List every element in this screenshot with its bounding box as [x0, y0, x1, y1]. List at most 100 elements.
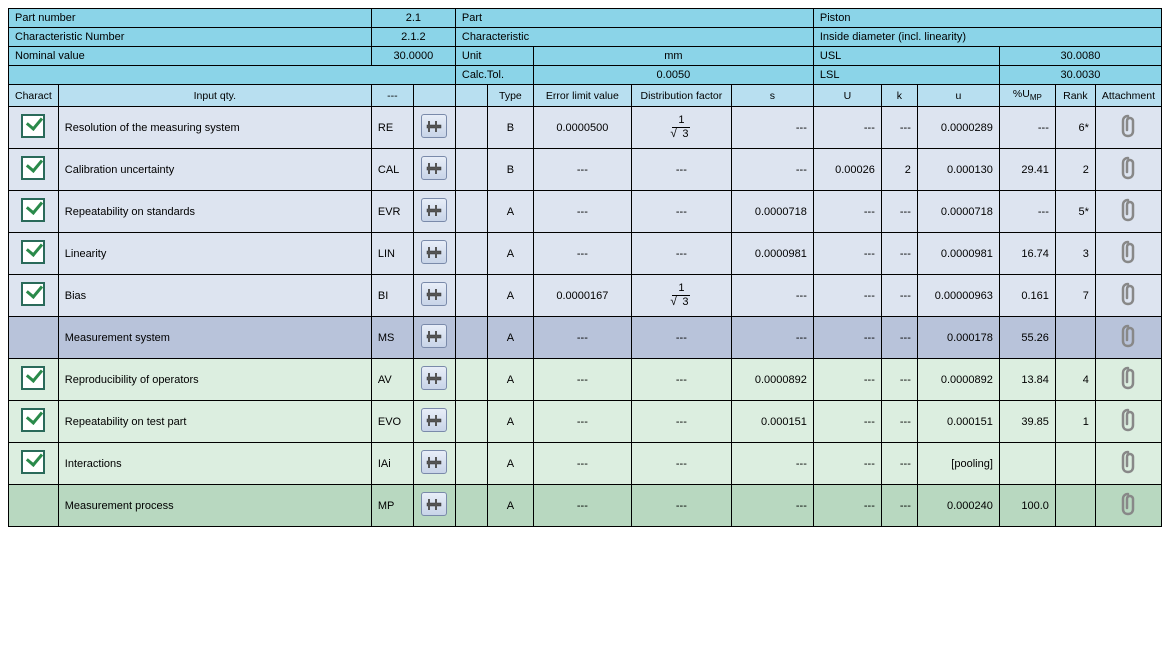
- col-type[interactable]: Type: [487, 85, 533, 107]
- ump-cell: ---: [999, 191, 1055, 233]
- col-attachment[interactable]: Attachment: [1095, 85, 1161, 107]
- rank-cell: 2: [1055, 149, 1095, 191]
- type-cell: A: [487, 191, 533, 233]
- attachment-icon[interactable]: [1119, 114, 1137, 138]
- input-qty-cell: Bias: [58, 275, 371, 317]
- blank-header-cell: [9, 66, 456, 85]
- attachment-icon[interactable]: [1119, 156, 1137, 180]
- col-k[interactable]: k: [881, 85, 917, 107]
- attachment-icon[interactable]: [1119, 366, 1137, 390]
- input-qty-cell: Resolution of the measuring system: [58, 107, 371, 149]
- table-row[interactable]: BiasBIA0.000016713---------0.000009630.1…: [9, 275, 1162, 317]
- caliper-icon[interactable]: [421, 492, 447, 516]
- error-limit-cell: ---: [533, 233, 631, 275]
- u-cell: 0.000130: [917, 149, 999, 191]
- blank-cell: [455, 359, 487, 401]
- caliper-icon[interactable]: [421, 408, 447, 432]
- table-row[interactable]: Calibration uncertaintyCALB---------0.00…: [9, 149, 1162, 191]
- input-qty-cell: Interactions: [58, 443, 371, 485]
- caliper-icon[interactable]: [421, 198, 447, 222]
- rank-cell: [1055, 485, 1095, 527]
- caliper-icon[interactable]: [421, 240, 447, 264]
- caliper-icon[interactable]: [421, 156, 447, 180]
- type-cell: A: [487, 485, 533, 527]
- enabled-checkbox[interactable]: [21, 156, 45, 180]
- enabled-checkbox[interactable]: [21, 450, 45, 474]
- table-row[interactable]: Repeatability on test partEVOA------0.00…: [9, 401, 1162, 443]
- code-cell: MS: [371, 317, 413, 359]
- col-input-qty[interactable]: Input qty.: [58, 85, 371, 107]
- table-row[interactable]: InteractionsIAiA---------------[pooling]: [9, 443, 1162, 485]
- attachment-icon[interactable]: [1119, 324, 1137, 348]
- s-cell: ---: [731, 275, 813, 317]
- table-row[interactable]: Repeatability on standardsEVRA------0.00…: [9, 191, 1162, 233]
- unit-value: mm: [533, 47, 813, 66]
- enabled-checkbox[interactable]: [21, 282, 45, 306]
- attachment-icon[interactable]: [1119, 408, 1137, 432]
- dist-factor-cell: ---: [631, 233, 731, 275]
- table-row[interactable]: Measurement systemMSA---------------0.00…: [9, 317, 1162, 359]
- code-cell: RE: [371, 107, 413, 149]
- input-qty-cell: Calibration uncertainty: [58, 149, 371, 191]
- code-cell: EVR: [371, 191, 413, 233]
- code-cell: IAi: [371, 443, 413, 485]
- attachment-icon[interactable]: [1119, 240, 1137, 264]
- type-cell: A: [487, 443, 533, 485]
- caliper-icon[interactable]: [421, 282, 447, 306]
- table-row[interactable]: Resolution of the measuring systemREB0.0…: [9, 107, 1162, 149]
- attachment-icon[interactable]: [1119, 282, 1137, 306]
- input-qty-cell: Repeatability on standards: [58, 191, 371, 233]
- col-rank[interactable]: Rank: [1055, 85, 1095, 107]
- char-label: Characteristic: [455, 28, 813, 47]
- caliper-icon[interactable]: [421, 366, 447, 390]
- col-blank[interactable]: [455, 85, 487, 107]
- col-df[interactable]: Distribution factor: [631, 85, 731, 107]
- rank-cell: 6*: [1055, 107, 1095, 149]
- U-cell: ---: [813, 233, 881, 275]
- caliper-icon[interactable]: [421, 114, 447, 138]
- enabled-checkbox[interactable]: [21, 366, 45, 390]
- calctol-value: 0.0050: [533, 66, 813, 85]
- ump-cell: 13.84: [999, 359, 1055, 401]
- table-row[interactable]: Reproducibility of operatorsAVA------0.0…: [9, 359, 1162, 401]
- dist-factor-cell: ---: [631, 149, 731, 191]
- table-row[interactable]: LinearityLINA------0.0000981------0.0000…: [9, 233, 1162, 275]
- type-cell: A: [487, 401, 533, 443]
- k-cell: ---: [881, 191, 917, 233]
- enabled-checkbox[interactable]: [21, 240, 45, 264]
- enabled-checkbox[interactable]: [21, 408, 45, 432]
- part-value: Piston: [813, 9, 1161, 28]
- k-cell: ---: [881, 107, 917, 149]
- code-cell: MP: [371, 485, 413, 527]
- blank-cell: [455, 149, 487, 191]
- attachment-icon[interactable]: [1119, 492, 1137, 516]
- table-row[interactable]: Measurement processMPA---------------0.0…: [9, 485, 1162, 527]
- s-cell: 0.000151: [731, 401, 813, 443]
- col-u[interactable]: u: [917, 85, 999, 107]
- col-code[interactable]: ---: [371, 85, 413, 107]
- enabled-checkbox[interactable]: [21, 198, 45, 222]
- error-limit-cell: ---: [533, 191, 631, 233]
- attachment-icon[interactable]: [1119, 198, 1137, 222]
- u-cell: 0.0000981: [917, 233, 999, 275]
- col-tool[interactable]: [413, 85, 455, 107]
- caliper-icon[interactable]: [421, 324, 447, 348]
- code-cell: AV: [371, 359, 413, 401]
- col-U[interactable]: U: [813, 85, 881, 107]
- calctol-label: Calc.Tol.: [455, 66, 533, 85]
- s-cell: ---: [731, 107, 813, 149]
- attachment-icon[interactable]: [1119, 450, 1137, 474]
- type-cell: B: [487, 107, 533, 149]
- code-cell: EVO: [371, 401, 413, 443]
- U-cell: ---: [813, 443, 881, 485]
- col-charact[interactable]: Charact: [9, 85, 59, 107]
- col-elv[interactable]: Error limit value: [533, 85, 631, 107]
- ump-cell: [999, 443, 1055, 485]
- error-limit-cell: ---: [533, 359, 631, 401]
- col-ump[interactable]: %UMP: [999, 85, 1055, 107]
- enabled-checkbox[interactable]: [21, 114, 45, 138]
- caliper-icon[interactable]: [421, 450, 447, 474]
- col-s[interactable]: s: [731, 85, 813, 107]
- U-cell: ---: [813, 191, 881, 233]
- blank-cell: [455, 443, 487, 485]
